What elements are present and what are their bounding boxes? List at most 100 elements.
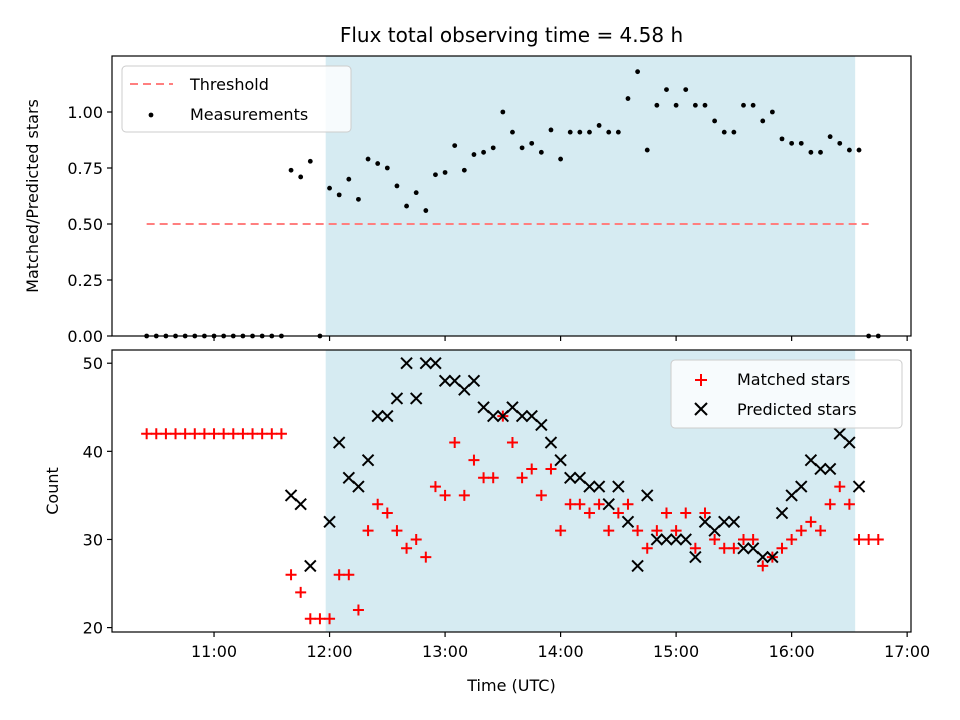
matched-star-point	[689, 542, 701, 554]
predicted-star-point	[641, 489, 654, 502]
matched-star-point	[141, 428, 153, 440]
legend-matched-swatch	[695, 374, 707, 386]
predicted-star-point	[544, 436, 558, 449]
predicted-star-point	[602, 498, 615, 511]
measurement-point	[433, 172, 438, 178]
predicted-star-point	[843, 436, 856, 449]
predicted-star-point	[592, 480, 606, 493]
matched-star-point	[179, 428, 191, 440]
measurement-point	[837, 140, 843, 146]
matched-star-point	[304, 613, 316, 625]
y-tick-label: 20	[83, 619, 103, 638]
predicted-star-point	[332, 436, 346, 449]
matched-star-point	[593, 498, 605, 510]
predicted-star-point	[438, 374, 452, 388]
predicted-star-point	[381, 409, 394, 423]
measurement-point	[490, 145, 496, 151]
predicted-star-point	[766, 550, 779, 564]
measurement-point	[384, 165, 390, 171]
predicted-star-point	[448, 374, 461, 388]
top-panel: 0.00 0.25 0.50 0.75 1.00 Flux total observin…	[23, 23, 912, 346]
legend-threshold-label: Threshold	[189, 75, 269, 94]
predicted-star-point	[660, 533, 673, 546]
predicted-star-point	[583, 480, 596, 493]
y-tick-label: 40	[83, 442, 103, 461]
matched-star-point	[343, 569, 355, 581]
measurement-point	[404, 203, 409, 209]
y-tick-label: 50	[83, 354, 103, 373]
matched-star-point	[843, 498, 855, 510]
matched-star-point	[709, 533, 721, 545]
predicted-star-point	[650, 533, 664, 546]
matched-star-point	[391, 525, 403, 537]
measurement-point	[654, 102, 660, 108]
predicted-star-point	[419, 357, 433, 370]
matched-star-point	[824, 498, 836, 510]
measurement-point	[500, 109, 506, 115]
matched-star-point	[660, 507, 672, 519]
predicted-star-point	[689, 550, 702, 564]
y-tick-label: 0.25	[67, 271, 103, 290]
matched-star-point	[583, 507, 595, 519]
matched-star-point	[603, 525, 615, 537]
matched-star-point	[795, 525, 807, 537]
bottom-panel: 20 30 40 50 11:00 12:00 13:00 14:00 15:00 16:00 1…	[43, 349, 930, 695]
matched-star-point	[622, 498, 634, 510]
predicted-star-point	[294, 498, 307, 511]
matched-star-point	[815, 525, 827, 537]
matched-star-point	[728, 542, 740, 554]
measurement-point	[356, 196, 361, 202]
measurement-point	[750, 102, 756, 108]
measurement-point	[307, 158, 313, 164]
matched-star-point	[468, 454, 480, 466]
bottom-y-axis-label: Count	[43, 467, 62, 515]
x-tick-label: 12:00	[307, 642, 353, 661]
measurement-point	[789, 140, 795, 146]
measurement-point	[577, 129, 583, 135]
predicted-star-point	[852, 480, 866, 493]
matched-star-point	[285, 569, 297, 581]
matched-star-point	[853, 533, 865, 545]
measurement-point	[461, 167, 467, 173]
x-tick-label: 17:00	[884, 642, 930, 661]
measurement-point	[567, 129, 573, 135]
top-y-axis-label: Matched/Predicted stars	[23, 99, 42, 293]
predicted-star-point	[352, 480, 365, 493]
y-tick-label: 0.75	[67, 159, 103, 178]
predicted-star-point	[477, 401, 490, 414]
measurement-point	[394, 183, 400, 189]
measurement-point	[587, 129, 592, 135]
matched-star-point	[718, 542, 730, 554]
y-tick-label: 1.00	[67, 103, 103, 122]
measurement-point	[413, 190, 419, 196]
predicted-star-point	[814, 462, 827, 476]
predicted-star-point	[515, 409, 529, 423]
predicted-star-point	[458, 383, 471, 396]
matched-star-point	[872, 533, 884, 545]
measurement-point	[327, 185, 332, 191]
matched-star-point	[352, 604, 364, 616]
predicted-star-point	[400, 357, 413, 370]
x-tick-label: 16:00	[769, 642, 815, 661]
matched-star-point	[333, 569, 345, 581]
predicted-star-point	[785, 489, 798, 502]
predicted-star-point	[429, 357, 442, 370]
predicted-star-point	[390, 392, 404, 405]
measurement-point	[298, 174, 304, 180]
predicted-star-point	[746, 542, 760, 555]
matched-star-point	[275, 428, 287, 440]
matched-star-point	[680, 507, 692, 519]
matched-star-point	[266, 428, 278, 440]
matched-star-point	[632, 525, 644, 537]
x-tick-label: 11:00	[191, 642, 237, 661]
matched-star-point	[362, 525, 374, 537]
measurement-point	[702, 102, 708, 108]
matched-star-point	[535, 489, 547, 501]
matched-star-point	[160, 428, 172, 440]
matched-star-point	[150, 428, 162, 440]
predicted-star-point	[409, 392, 423, 405]
measurement-point	[346, 176, 352, 182]
measurement-point	[442, 170, 448, 175]
predicted-star-point	[727, 515, 741, 529]
